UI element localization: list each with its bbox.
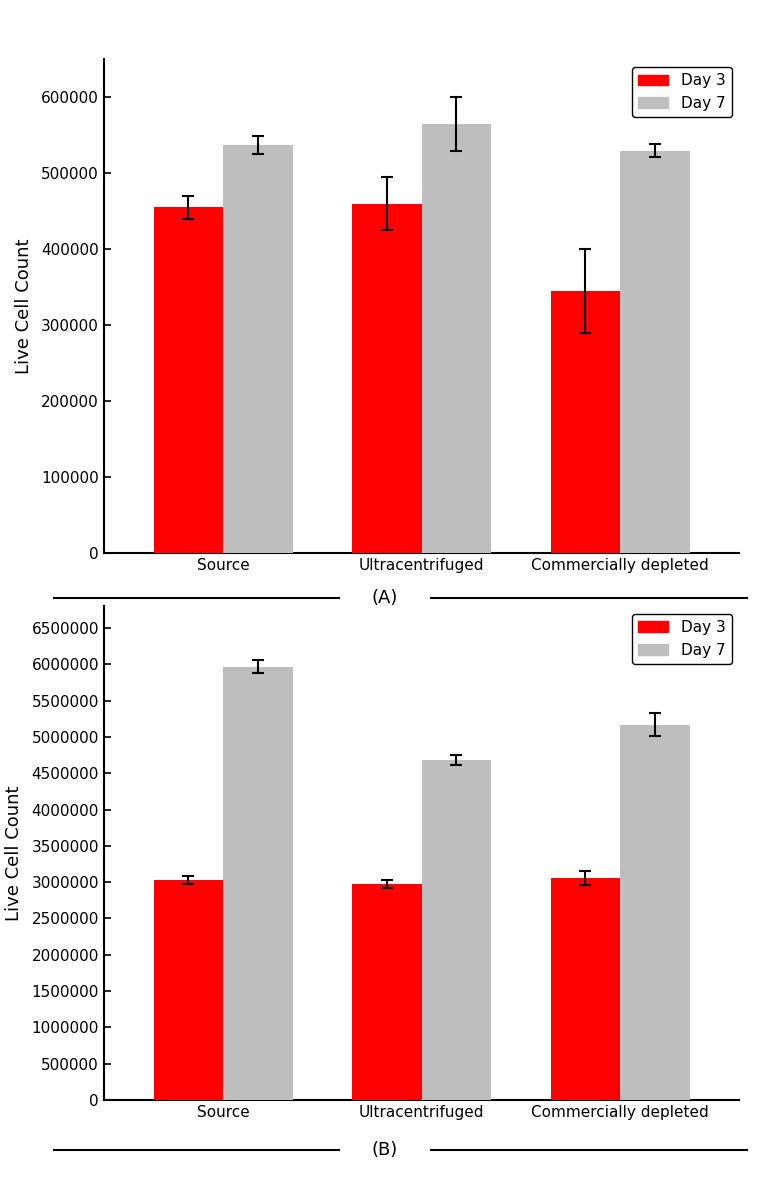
Y-axis label: Live Cell Count: Live Cell Count (5, 786, 23, 920)
Bar (352, 883, 421, 1100)
Bar (620, 724, 690, 1100)
Bar (421, 124, 491, 553)
Y-axis label: Live Cell Count: Live Cell Count (15, 239, 33, 373)
Text: (A): (A) (372, 589, 398, 608)
Bar (223, 145, 293, 553)
Legend: Day 3, Day 7: Day 3, Day 7 (632, 614, 732, 663)
Bar (223, 667, 293, 1100)
Bar (551, 877, 620, 1100)
Text: (B): (B) (372, 1140, 398, 1159)
Bar (352, 203, 421, 553)
Bar (620, 151, 690, 553)
Bar (421, 760, 491, 1100)
Legend: Day 3, Day 7: Day 3, Day 7 (632, 67, 732, 117)
Bar (153, 207, 223, 553)
Bar (551, 291, 620, 553)
Bar (153, 880, 223, 1100)
